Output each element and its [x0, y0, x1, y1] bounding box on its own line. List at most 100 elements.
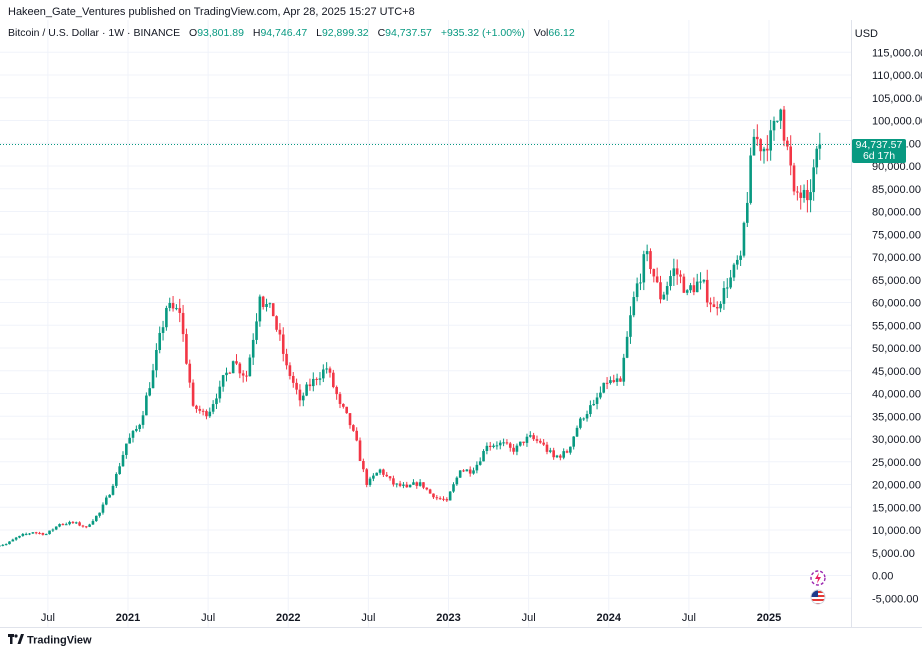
candle-body [235, 361, 238, 364]
candle-body [84, 526, 88, 528]
price-tick-label: 65,000.00 [872, 275, 921, 287]
time-axis[interactable]: Jul 2021 Jul 2022 Jul 2023 Jul 2024 Jul 2025 [41, 612, 781, 624]
candle-body [74, 522, 78, 524]
price-tick-label: 15,000.00 [872, 502, 921, 514]
candle-body [752, 136, 756, 156]
candle-body [542, 442, 545, 445]
candle-body [478, 461, 482, 465]
time-tick-label: 2023 [436, 612, 460, 624]
candle-body [58, 524, 61, 527]
candle-body [415, 482, 419, 486]
candle-body [652, 269, 656, 277]
candle-body [402, 484, 405, 486]
candle-body [722, 287, 726, 304]
candle-body [782, 109, 786, 141]
candle-body [295, 382, 298, 390]
candle-body [539, 440, 542, 443]
candle-body [241, 373, 245, 376]
candle-body [462, 470, 465, 472]
candle-body [465, 469, 469, 472]
candle-body [348, 413, 352, 426]
candles-series [0, 105, 822, 547]
us-flag-icon[interactable] [810, 589, 826, 605]
candle-body [612, 380, 616, 382]
price-tick-label: 10,000.00 [872, 525, 921, 537]
candle-body [702, 279, 706, 282]
candle-body [145, 395, 148, 416]
candle-body [14, 537, 18, 540]
candle-body [595, 397, 599, 404]
candle-body [395, 483, 399, 485]
candle-body [515, 445, 519, 452]
candle-body [739, 255, 742, 260]
candle-body [44, 534, 48, 536]
candle-body [579, 418, 582, 428]
price-tick-label: 45,000.00 [872, 366, 921, 378]
candle-body [535, 439, 539, 441]
candle-body [195, 405, 198, 409]
candle-body [98, 512, 101, 516]
tradingview-logo[interactable]: TradingView [8, 634, 92, 647]
candle-body [125, 443, 128, 455]
candle-body [208, 411, 212, 417]
price-axis[interactable]: 115,000.00 110,000.00 105,000.00 100,000.00… [872, 47, 922, 605]
candle-body [812, 167, 815, 193]
candle-body [11, 539, 15, 542]
candle-body [405, 484, 409, 488]
candle-body [505, 442, 509, 444]
candle-body [328, 368, 332, 373]
candle-body [545, 444, 549, 452]
lightning-icon[interactable] [810, 570, 826, 586]
currency-label[interactable]: USD [854, 28, 878, 40]
last-price-value: 94,737.57 [855, 139, 903, 151]
candle-body [0, 545, 1, 547]
candle-body [679, 274, 682, 277]
candle-body [111, 485, 115, 495]
candle-body [572, 436, 575, 447]
candle-body [662, 294, 666, 300]
candle-body [488, 445, 492, 447]
close-label: C [377, 27, 386, 39]
candle-body [742, 222, 746, 256]
candle-body [525, 436, 529, 443]
price-tick-label: 115,000.00 [872, 47, 922, 59]
candle-body [245, 375, 248, 377]
candle-body [609, 380, 612, 384]
high-value: 94,746.47 [260, 27, 308, 39]
candle-body [422, 482, 425, 488]
high-label: H [252, 27, 261, 39]
candle-body [205, 411, 208, 417]
candle-body [308, 384, 312, 387]
candle-body [602, 382, 606, 393]
time-tick-label: 2021 [116, 612, 140, 624]
candle-body [278, 329, 282, 335]
candle-body [285, 353, 288, 366]
candle-body [575, 427, 579, 437]
candle-body [48, 530, 51, 535]
candle-body [275, 316, 278, 330]
candle-body [318, 378, 322, 380]
candle-body [21, 533, 25, 536]
candle-body [729, 277, 732, 288]
candle-body [625, 336, 629, 358]
candle-body [261, 296, 265, 307]
candle-body [188, 363, 192, 383]
candle-body [522, 441, 525, 443]
candle-body [518, 441, 522, 446]
candle-body [315, 378, 318, 380]
candle-body [818, 144, 822, 149]
publisher-line: Hakeen_Gate_Ventures published on Tradin… [8, 6, 415, 18]
candle-body [448, 491, 452, 501]
candle-body [71, 521, 75, 523]
low-value: 92,899.32 [321, 27, 369, 39]
candle-body [171, 302, 175, 309]
candle-body [288, 365, 292, 376]
candle-body [121, 454, 125, 467]
candle-body [455, 477, 459, 485]
candle-body [809, 192, 812, 201]
time-tick-label: 2024 [597, 612, 622, 624]
price-tick-label: 35,000.00 [872, 411, 921, 423]
price-tick-label: 25,000.00 [872, 457, 921, 469]
candle-body [231, 361, 235, 374]
